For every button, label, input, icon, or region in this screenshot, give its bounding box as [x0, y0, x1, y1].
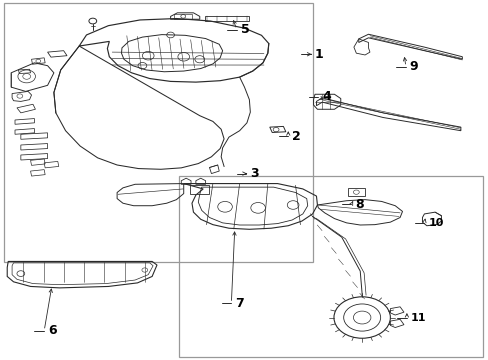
Bar — [179, 176, 482, 357]
Bar — [190, 185, 208, 194]
Text: 9: 9 — [409, 60, 418, 73]
Text: 2: 2 — [291, 130, 300, 143]
Bar — [174, 14, 192, 18]
Text: 3: 3 — [250, 167, 259, 180]
Text: 5: 5 — [240, 23, 249, 36]
Text: 4: 4 — [322, 90, 330, 103]
Text: 1: 1 — [314, 48, 323, 61]
Bar — [347, 188, 364, 196]
Text: 6: 6 — [48, 324, 57, 337]
Bar — [4, 3, 312, 262]
Text: 11: 11 — [410, 313, 426, 323]
Text: 7: 7 — [235, 297, 244, 310]
Text: 8: 8 — [355, 198, 363, 211]
Text: 10: 10 — [427, 217, 443, 228]
